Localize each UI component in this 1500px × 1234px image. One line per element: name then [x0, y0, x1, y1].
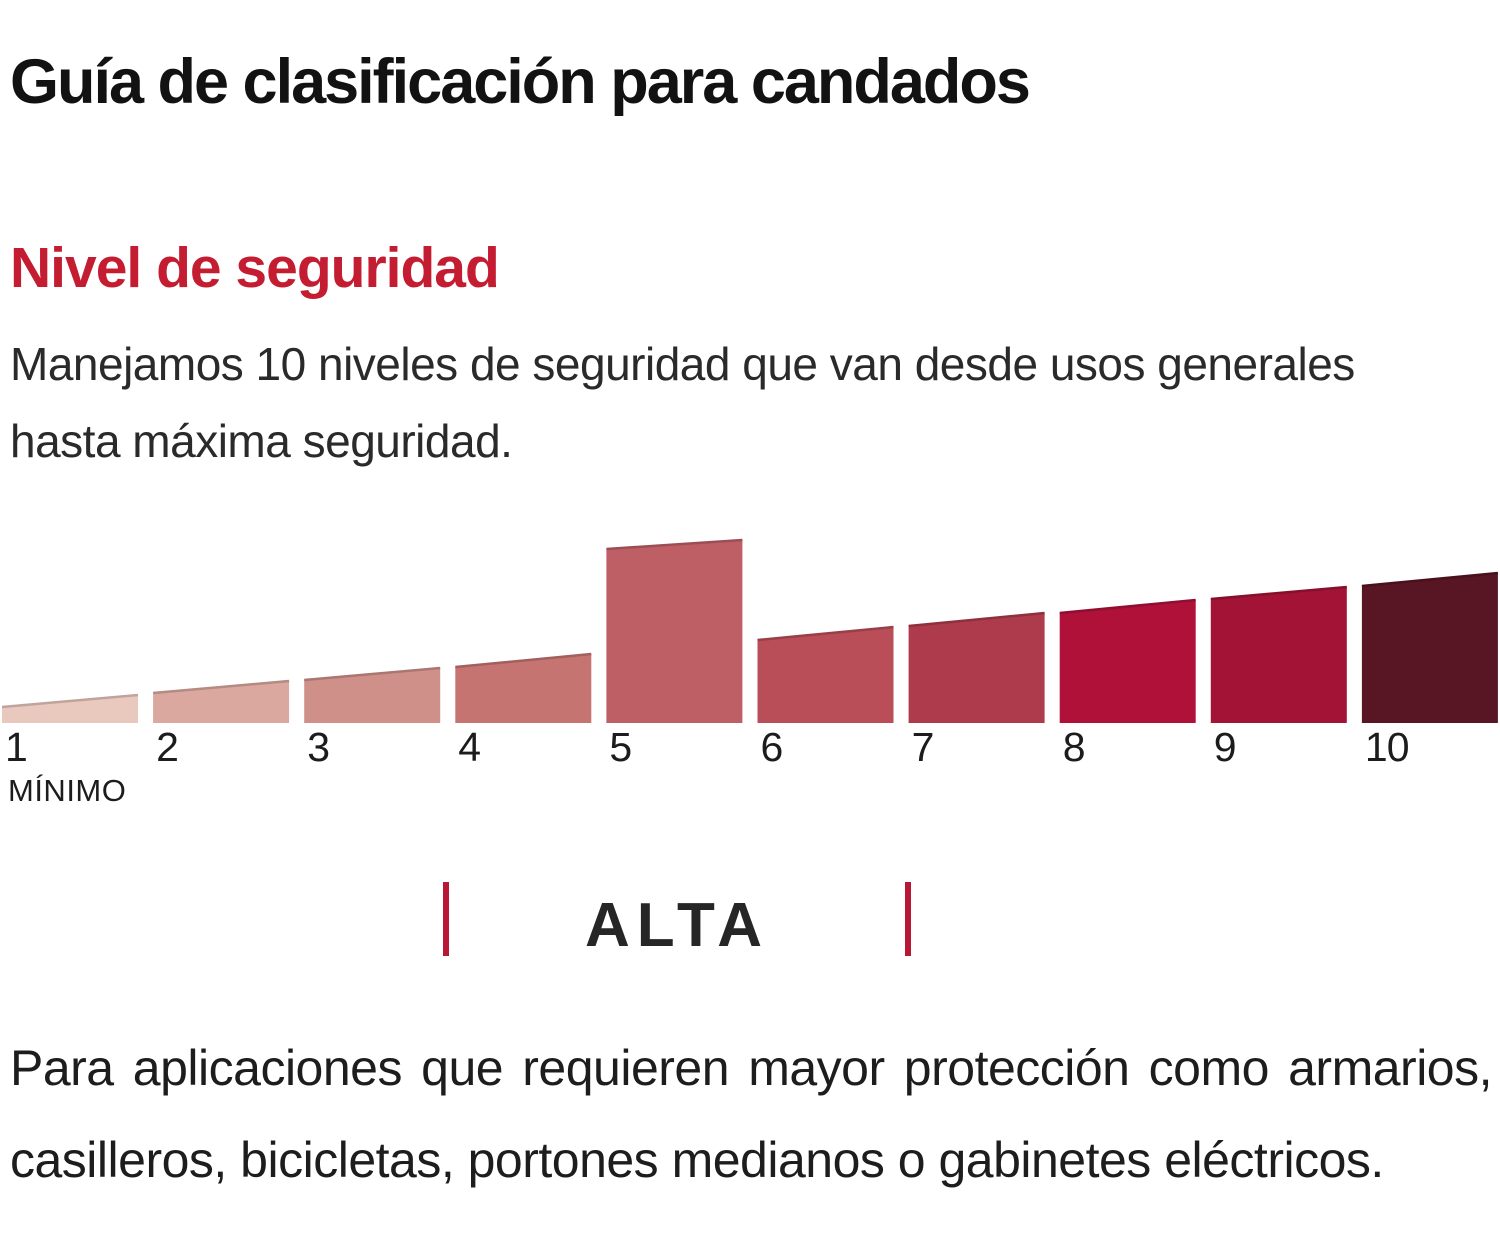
level-bar-6: [757, 627, 894, 723]
minimum-level-label: MÍNIMO: [8, 773, 127, 808]
range-tick-left: [443, 882, 449, 956]
level-bar-top-edge: [1210, 585, 1347, 601]
level-bar-top-edge: [908, 611, 1045, 628]
level-bar-top-edge: [304, 666, 441, 682]
level-tick-label-10: 10: [1364, 724, 1410, 770]
level-bar-1: [2, 695, 138, 723]
security-level-heading: Nivel de seguridad: [10, 236, 500, 301]
level-tick-label-4: 4: [458, 724, 481, 770]
level-tick-label-2: 2: [156, 724, 179, 770]
level-bar-top-edge: [1361, 571, 1499, 588]
level-bar-top-edge: [757, 625, 894, 642]
level-bar-4: [455, 654, 592, 723]
alta-range-marker: ALTA: [443, 878, 911, 960]
alta-range-label: ALTA: [584, 890, 770, 960]
level-tick-label-9: 9: [1213, 724, 1237, 770]
level-bar-2: [153, 681, 290, 723]
range-tick-right: [905, 882, 911, 956]
level-tick-label-1: 1: [5, 724, 28, 770]
level-bar-10: [1361, 573, 1498, 723]
page-title: Guía de clasificación para candados: [10, 47, 1031, 118]
security-level-description: Manejamos 10 niveles de seguridad que va…: [10, 338, 1355, 468]
level-bar-8: [1059, 600, 1196, 723]
application-description: Para aplicaciones que requieren mayor pr…: [10, 1040, 1493, 1188]
level-bar-7: [908, 613, 1045, 723]
level-bar-9: [1210, 587, 1347, 723]
level-bar-top-edge: [606, 538, 743, 551]
level-bar-3: [304, 668, 441, 723]
security-level-bar-chart: [1, 538, 1499, 723]
level-bar-top-edge: [455, 652, 592, 669]
level-bar-5: [606, 540, 743, 723]
level-bar-top-edge: [1, 693, 139, 709]
level-tick-label-6: 6: [760, 724, 784, 770]
level-tick-label-7: 7: [911, 724, 935, 770]
level-tick-label-5: 5: [609, 724, 632, 770]
level-tick-label-3: 3: [307, 724, 330, 770]
level-bar-top-edge: [152, 679, 290, 695]
level-bar-top-edge: [1059, 598, 1196, 615]
level-tick-label-8: 8: [1062, 724, 1086, 770]
level-axis: 1 2 3 4 5 6 7 8 9 10: [0, 727, 1500, 769]
